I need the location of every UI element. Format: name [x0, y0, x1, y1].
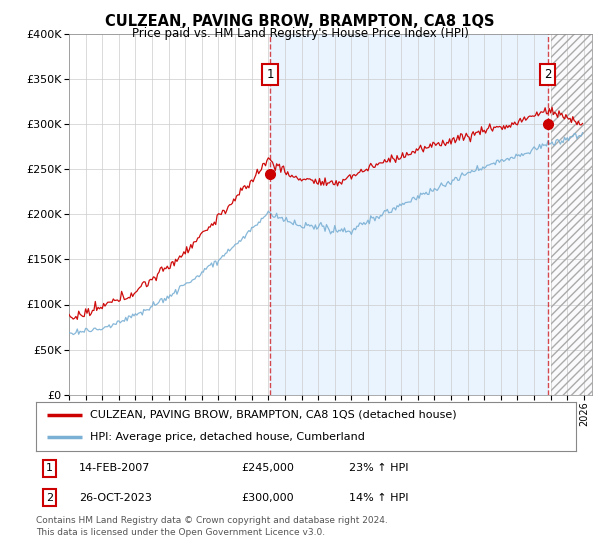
Text: £300,000: £300,000	[241, 493, 294, 503]
Text: 14% ↑ HPI: 14% ↑ HPI	[349, 493, 409, 503]
Text: 26-OCT-2023: 26-OCT-2023	[79, 493, 152, 503]
Text: 23% ↑ HPI: 23% ↑ HPI	[349, 463, 409, 473]
Text: 1: 1	[266, 68, 274, 81]
Bar	[271, 34, 548, 395]
Text: CULZEAN, PAVING BROW, BRAMPTON, CA8 1QS (detached house): CULZEAN, PAVING BROW, BRAMPTON, CA8 1QS …	[90, 410, 457, 420]
Text: Price paid vs. HM Land Registry's House Price Index (HPI): Price paid vs. HM Land Registry's House …	[131, 27, 469, 40]
Text: Contains HM Land Registry data © Crown copyright and database right 2024.
This d: Contains HM Land Registry data © Crown c…	[36, 516, 388, 537]
Text: HPI: Average price, detached house, Cumberland: HPI: Average price, detached house, Cumb…	[90, 432, 365, 442]
Text: £245,000: £245,000	[241, 463, 294, 473]
Text: 1: 1	[46, 463, 53, 473]
Text: 2: 2	[544, 68, 551, 81]
Text: 2: 2	[46, 493, 53, 503]
Bar	[551, 34, 592, 395]
Bar	[551, 34, 592, 395]
Text: CULZEAN, PAVING BROW, BRAMPTON, CA8 1QS: CULZEAN, PAVING BROW, BRAMPTON, CA8 1QS	[105, 14, 495, 29]
Text: 14-FEB-2007: 14-FEB-2007	[79, 463, 151, 473]
